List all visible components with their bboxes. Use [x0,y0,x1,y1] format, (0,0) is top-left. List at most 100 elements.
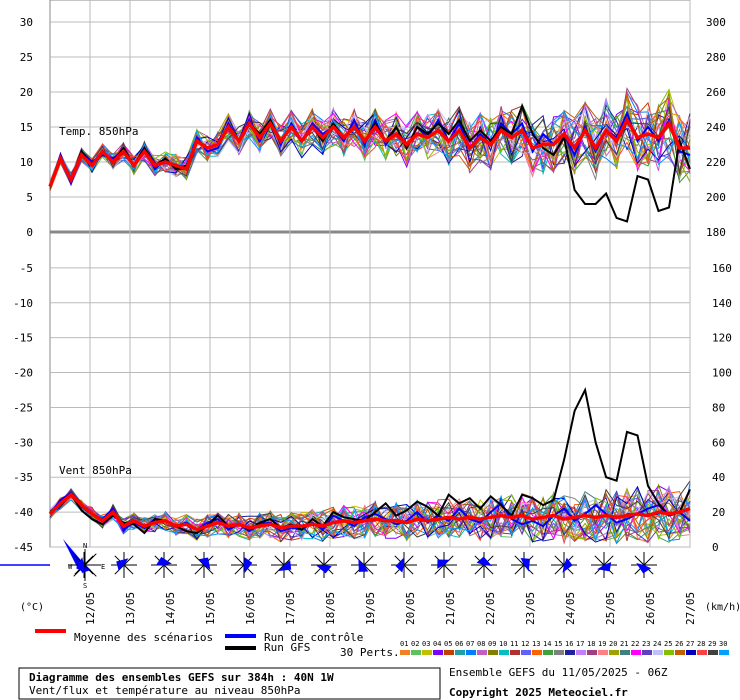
temp-right-tick: 240 [706,121,726,134]
wind-rose [191,552,217,578]
pert-number: 29 [708,640,716,648]
rose-spoke [323,555,334,566]
wind-roses-row: N W E S [0,539,657,590]
date-tick-label: 22/05 [484,592,497,625]
legend-control-label: Run de contrôle [264,631,363,644]
date-tick-label: 20/05 [404,592,417,625]
pert-number: 24 [653,640,661,648]
temp-pert-line [49,109,691,186]
pert-swatch [664,650,674,655]
temp-left-tick: 0 [26,226,33,239]
pert-number: 22 [631,640,639,648]
pert-swatch [642,650,652,655]
rose-petal [278,560,292,572]
pert-number: 15 [554,640,562,648]
chart-grid [49,0,691,548]
date-tick-label: 12/05 [84,592,97,625]
rose-direction-label: S [83,582,87,590]
temp-left-tick: 10 [20,156,33,169]
rose-spoke [594,555,605,566]
pert-swatch [543,650,553,655]
wind-right-tick: 140 [712,297,732,310]
pert-number: 08 [477,640,485,648]
wind-right-tick: 100 [712,367,732,380]
date-tick-label: 19/05 [364,592,377,625]
rose-spoke [274,555,285,566]
pert-number: 13 [532,640,540,648]
pert-number: 23 [642,640,650,648]
rose-direction-label: E [101,563,105,571]
wind-rose [71,552,97,578]
rose-petal [476,556,493,566]
rose-petal [76,557,85,573]
rose-spoke [194,555,205,566]
wind-right-tick: 80 [712,401,725,414]
footer-title: Diagramme des ensembles GEFS sur 384h : … [29,671,334,684]
wind-rose [511,552,537,578]
rose-petal [358,559,369,572]
rose-petal [156,556,172,565]
date-tick-label: 18/05 [324,592,337,625]
rose-spoke [554,555,565,566]
date-tick-label: 17/05 [284,592,297,625]
pert-number: 02 [411,640,419,648]
pert-number: 05 [444,640,452,648]
rose-petal [597,562,612,572]
temp-right-tick: 220 [706,156,726,169]
legend-gfs-label: Run GFS [264,641,310,654]
pert-swatch [466,650,476,655]
wind-rose [111,552,137,578]
rose-direction-label: W [68,563,73,571]
date-tick-label: 21/05 [444,592,457,625]
pert-swatch [708,650,718,655]
perturbation-palette: 01 02 03 04 05 06 07 08 09 10 11 12 13 14 15 16 17 18 19 20… [400,640,729,655]
wind-left-tick: -35 [13,471,33,484]
footer-copyright: Copyright 2025 Meteociel.fr [449,686,628,699]
pert-swatch [609,650,619,655]
pert-number: 19 [598,640,606,648]
temp-right-tick: 260 [706,86,726,99]
date-tick-label: 24/05 [564,592,577,625]
rose-spoke [483,564,494,575]
rose-spoke [283,555,294,566]
pert-swatch [697,650,707,655]
pert-swatch [576,650,586,655]
pert-swatch [444,650,454,655]
rose-spoke [163,564,174,575]
pert-swatch [499,650,509,655]
unit-right: (km/h) [705,602,740,613]
pert-swatch [433,650,443,655]
rose-petal [562,557,573,573]
pert-number: 09 [488,640,496,648]
wind-left-tick: -10 [13,297,33,310]
wind-right-tick: 20 [712,506,725,519]
rose-petal [395,556,405,573]
rose-spoke [154,564,165,575]
pert-swatch [598,650,608,655]
pert-swatch [587,650,597,655]
date-tick-label: 25/05 [604,592,617,625]
wind-left-tick: -45 [13,541,33,554]
rose-spoke [603,555,614,566]
rose-spoke [83,555,94,566]
rose-petal [437,559,451,569]
wind-rose [231,552,257,578]
temp-left-tick: 20 [20,86,33,99]
rose-petal [520,557,530,572]
wind-panel-label: Vent 850hPa [59,464,132,477]
pert-number: 14 [543,640,551,648]
temp-right-tick: 180 [706,226,726,239]
unit-left: (°C) [20,602,44,613]
pert-swatch [532,650,542,655]
pert-number: 07 [466,640,474,648]
date-tick-label: 14/05 [164,592,177,625]
wind-rose [391,552,417,578]
date-tick-label: 15/05 [204,592,217,625]
wind-right-tick: 40 [712,471,725,484]
pert-swatch [400,650,410,655]
pert-number: 12 [521,640,529,648]
rose-spoke [514,564,525,575]
rose-spoke [643,555,654,566]
pert-number: 01 [400,640,408,648]
